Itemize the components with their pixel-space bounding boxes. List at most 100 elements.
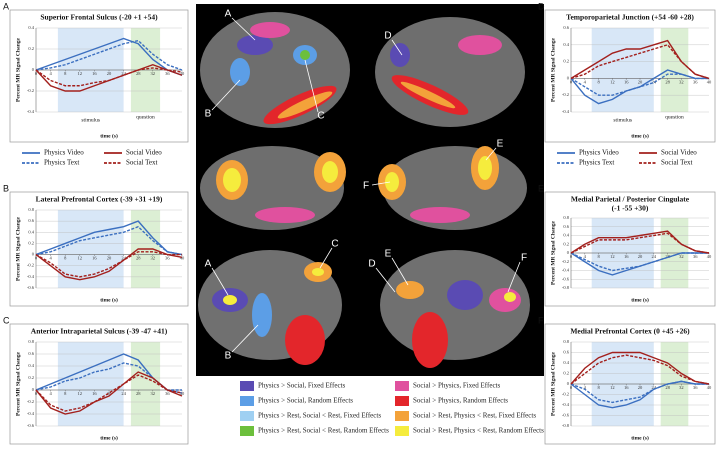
- activation: [255, 207, 315, 223]
- y-tick-label: -0.4: [562, 109, 570, 114]
- y-tick-label: -0.8: [562, 423, 570, 428]
- x-tick-label: 28: [136, 391, 141, 396]
- activation: [285, 315, 325, 365]
- legend-label: Social > Rest, Physics < Rest, Random Ef…: [413, 427, 544, 435]
- activation: [230, 58, 250, 86]
- series-line: [35, 251, 182, 278]
- x-tick-label: 4: [584, 79, 587, 84]
- annotation: question: [136, 114, 155, 120]
- x-tick-label: 8: [64, 71, 67, 76]
- x-tick-label: 16: [92, 256, 97, 261]
- y-tick-label: 0.6: [563, 25, 569, 30]
- y-tick-label: -0.2: [27, 263, 34, 268]
- y-tick-label: 0.8: [563, 339, 569, 344]
- chart-title: Superior Frontal Sulcus (-20 +1 +54): [40, 13, 158, 22]
- x-tick-label: 0: [35, 391, 38, 396]
- x-axis-label: time (s): [631, 132, 649, 139]
- x-tick-label: 16: [624, 385, 629, 390]
- x-tick-label: 24: [121, 71, 126, 76]
- legend-label: Social > Rest, Physics < Rest, Fixed Eff…: [413, 412, 536, 420]
- x-tick-label: 28: [665, 79, 670, 84]
- y-tick-label: 0.6: [563, 224, 569, 229]
- y-tick-label: -0.6: [27, 285, 35, 290]
- x-tick-label: 28: [136, 71, 141, 76]
- brain-label: F: [521, 253, 527, 264]
- x-tick-label: 36: [165, 71, 170, 76]
- activation: [447, 280, 483, 310]
- activation: [277, 91, 333, 119]
- activation: [250, 22, 290, 38]
- y-tick-label: -0.6: [562, 276, 570, 281]
- series-line: [570, 380, 709, 404]
- series-line: [35, 220, 183, 256]
- legend-label: Physics Text: [579, 159, 614, 167]
- y-tick-label: -0.8: [562, 285, 570, 290]
- y-tick-label: -0.4: [562, 268, 570, 273]
- brain-label: C: [331, 239, 338, 250]
- x-tick-label: 12: [78, 391, 83, 396]
- y-tick-label: 0: [32, 387, 35, 392]
- legend-label: Social > Physics, Fixed Effects: [413, 382, 501, 390]
- x-axis-label: time (s): [631, 296, 649, 303]
- y-tick-label: -0.2: [27, 399, 34, 404]
- x-tick-label: 32: [151, 256, 156, 261]
- legend-label: Social > Physics, Random Effects: [413, 397, 508, 405]
- chart-title: Temporoparietal Junction (+54 -60 +28): [566, 13, 694, 22]
- y-tick-label: 0.6: [28, 351, 34, 356]
- x-tick-label: 4: [49, 391, 52, 396]
- legend-label: Physics > Social, Fixed Effects: [258, 382, 346, 390]
- x-tick-label: 36: [693, 254, 698, 259]
- x-axis-label: time (s): [631, 434, 649, 441]
- y-tick-label: -0.6: [562, 413, 570, 418]
- legend-swatch: [240, 411, 254, 421]
- legend-label: Physics Video: [579, 149, 619, 157]
- x-tick-label: 20: [638, 79, 643, 84]
- legend-swatch: [395, 396, 409, 406]
- x-tick-label: 32: [679, 385, 684, 390]
- legend-label: Physics > Rest, Social < Rest, Fixed Eff…: [258, 412, 381, 420]
- x-tick-label: 8: [597, 79, 600, 84]
- y-tick-label: 0.2: [563, 371, 569, 376]
- x-tick-label: 12: [78, 71, 83, 76]
- x-tick-label: 0: [570, 79, 573, 84]
- brain-label: C: [317, 111, 324, 122]
- shaded-span: [591, 28, 654, 112]
- series-line: [570, 351, 710, 385]
- x-tick-label: 32: [151, 391, 156, 396]
- x-tick-label: 36: [693, 385, 698, 390]
- legend-swatch: [240, 381, 254, 391]
- x-tick-label: 40: [707, 254, 712, 259]
- y-tick-label: -0.2: [27, 88, 34, 93]
- x-tick-label: 12: [610, 385, 615, 390]
- y-tick-label: -0.4: [27, 109, 35, 114]
- x-tick-label: 8: [64, 391, 67, 396]
- x-tick-label: 8: [64, 256, 67, 261]
- y-tick-label: -0.2: [562, 92, 569, 97]
- x-tick-label: 20: [107, 391, 112, 396]
- panel-letter: C: [3, 315, 10, 325]
- x-tick-label: 36: [165, 256, 170, 261]
- legend-swatch: [395, 381, 409, 391]
- activation: [396, 281, 424, 299]
- brain-label: E: [497, 139, 504, 150]
- y-axis-label: Percent MR Signal Change: [15, 37, 21, 101]
- y-tick-label: 0.4: [28, 25, 34, 30]
- annotation: stimulus: [613, 117, 632, 123]
- x-tick-label: 4: [49, 256, 52, 261]
- y-axis-label: Percent MR Signal Change: [550, 220, 556, 284]
- activation: [478, 156, 492, 180]
- x-tick-label: 12: [610, 79, 615, 84]
- y-tick-label: 0: [32, 67, 35, 72]
- x-tick-label: 24: [121, 256, 126, 261]
- y-tick-label: -0.6: [27, 423, 35, 428]
- x-tick-label: 28: [665, 385, 670, 390]
- y-tick-label: 0.4: [563, 233, 569, 238]
- x-tick-label: 12: [78, 256, 83, 261]
- x-tick-label: 36: [693, 79, 698, 84]
- y-tick-label: 0: [567, 75, 570, 80]
- annotation: stimulus: [81, 117, 100, 123]
- legend-label: Physics > Social, Random Effects: [258, 397, 353, 405]
- activation: [322, 161, 338, 183]
- x-tick-label: 12: [610, 254, 615, 259]
